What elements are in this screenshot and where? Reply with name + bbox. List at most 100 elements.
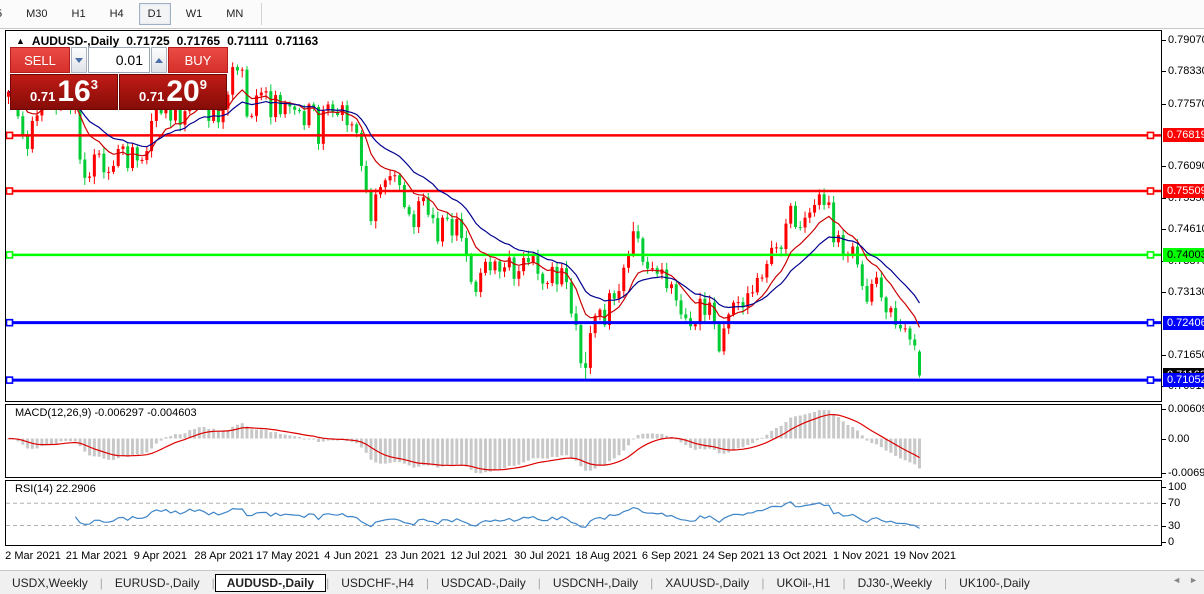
symbol-label: AUDUSD-,Daily [31, 34, 120, 48]
timeframe-button-5[interactable]: 5 [0, 3, 11, 25]
timeframe-toolbar: 5 M30 H1 H4 D1 W1 MN [0, 0, 1204, 29]
axis-tick [1162, 197, 1166, 199]
axis-tick [1162, 103, 1166, 105]
arrow-up-icon [155, 57, 163, 63]
date-tick-label: 28 Apr 2021 [194, 550, 254, 562]
axis-tick [1162, 472, 1166, 474]
axis-tick [1162, 166, 1166, 168]
tab-scroll-arrows: ◄ ► [1172, 575, 1198, 585]
axis-tick [1162, 354, 1166, 356]
candlestick-chart[interactable] [6, 31, 1161, 401]
tab-scroll-left-icon[interactable]: ◄ [1172, 575, 1182, 585]
timeframe-button-w1[interactable]: W1 [185, 8, 203, 20]
one-click-trading-panel: SELL 0.01 BUY 0.71 16 3 0.71 20 9 [10, 47, 228, 110]
buy-price-display[interactable]: 0.71 20 9 [119, 74, 227, 110]
rsi-tick-label: 70 [1168, 497, 1181, 510]
axis-tick [1162, 525, 1166, 527]
volume-increase-button[interactable] [151, 47, 167, 73]
tab-separator: | [944, 576, 948, 590]
chart-tab-usdcnh-daily[interactable]: USDCNH-,Daily [552, 576, 639, 590]
date-tick-label: 23 Jun 2021 [384, 550, 446, 562]
rsi-axis: 100 70 30 0 [1162, 480, 1204, 548]
date-tick-label: 17 May 2021 [255, 550, 320, 562]
collapse-arrow-icon[interactable]: ▲ [16, 36, 25, 46]
chart-tab-audusd-daily[interactable]: AUDUSD-,Daily [214, 574, 327, 592]
tab-separator: | [761, 576, 765, 590]
chart-tabs: USDX,Weekly | EURUSD-,Daily | AUDUSD-,Daily |… [0, 574, 1042, 592]
chart-tab-bar: USDX,Weekly | EURUSD-,Daily | AUDUSD-,Daily |… [0, 570, 1204, 594]
date-tick-label: 24 Sep 2021 [702, 550, 765, 562]
date-tick-label: 30 Jul 2021 [514, 550, 572, 562]
price-level-tag: 0.74003 [1163, 247, 1204, 262]
macd-chart [7, 410, 921, 474]
tab-scroll-right-icon[interactable]: ► [1189, 575, 1198, 585]
date-tick-label: 21 Mar 2021 [65, 550, 128, 562]
axis-tick [1162, 291, 1166, 293]
axis-tick [1162, 71, 1166, 73]
sell-price-pipette: 3 [90, 77, 98, 92]
sell-price-display[interactable]: 0.71 16 3 [10, 74, 118, 110]
sell-button[interactable]: SELL [10, 47, 70, 73]
volume-decrease-button[interactable] [71, 47, 87, 73]
axis-tick [1162, 486, 1166, 488]
timeframe-button-m30[interactable]: M30 [26, 8, 48, 20]
date-tick-label: 9 Apr 2021 [133, 550, 187, 562]
chart-tab-ukoil-h1[interactable]: UKOil-,H1 [776, 576, 831, 590]
ohlc-close: 0.71163 [275, 34, 319, 48]
buy-button[interactable]: BUY [168, 47, 228, 73]
axis-tick [1162, 503, 1166, 505]
macd-indicator-panel[interactable]: MACD(12,26,9) -0.006297 -0.004603 [5, 404, 1162, 478]
tab-separator: | [326, 576, 330, 590]
axis-tick [1162, 542, 1166, 544]
buy-price-prefix: 0.71 [139, 89, 165, 104]
rsi-chart [6, 501, 1161, 529]
tab-separator: | [650, 576, 654, 590]
tab-separator: | [99, 576, 103, 590]
axis-tick [1162, 229, 1166, 231]
price-tick-label: 0.78330 [1168, 65, 1204, 78]
price-tick-label: 0.74610 [1168, 223, 1204, 236]
buy-price-big-digits: 20 [166, 75, 200, 108]
price-tick-label: 0.77570 [1168, 97, 1204, 110]
axis-tick [1162, 438, 1166, 440]
price-chart-panel[interactable]: ▲ AUDUSD-,Daily 0.71725 0.71765 0.71111 … [5, 30, 1162, 402]
price-tick-label: 0.71650 [1168, 348, 1204, 361]
price-tick-label: 0.79070 [1168, 33, 1204, 46]
timeframe-button-mn[interactable]: MN [226, 8, 244, 20]
price-tick-label: 0.76090 [1168, 160, 1204, 173]
volume-input[interactable]: 0.01 [88, 47, 150, 73]
chart-tab-dj30-weekly[interactable]: DJ30-,Weekly [857, 576, 933, 590]
date-tick-label: 12 Jul 2021 [450, 550, 508, 562]
timeframe-button-d1[interactable]: D1 [138, 3, 171, 25]
chart-tab-usdcad-daily[interactable]: USDCAD-,Daily [441, 576, 526, 590]
rsi-label: RSI(14) 22.2906 [15, 483, 96, 495]
ohlc-open: 0.71725 [126, 34, 170, 48]
timeframe-button-h4[interactable]: H4 [109, 8, 124, 20]
ohlc-low: 0.71111 [227, 34, 269, 48]
date-tick-label: 2 Mar 2021 [5, 550, 61, 562]
price-level-tag: 0.76819 [1163, 128, 1204, 143]
rsi-tick-label: 100 [1168, 480, 1187, 493]
chart-tab-eurusd-daily[interactable]: EURUSD-,Daily [114, 576, 200, 590]
price-level-tag: 0.72406 [1163, 315, 1204, 330]
date-tick-label: 1 Nov 2021 [832, 550, 890, 562]
chart-tab-usdchf-h4[interactable]: USDCHF-,H4 [341, 576, 414, 590]
price-tick-label: 0.73130 [1168, 285, 1204, 298]
tab-separator: | [425, 576, 430, 590]
timeframe-buttons: 5 M30 H1 H4 D1 W1 MN [0, 3, 255, 25]
arrow-down-icon [75, 57, 83, 63]
tab-separator: | [211, 576, 215, 590]
macd-axis: 0.00609 0.00 -0.00695 [1162, 403, 1204, 479]
chart-tab-xauusd-daily[interactable]: XAUUSD-,Daily [665, 576, 750, 590]
chart-tab-uk100-daily[interactable]: UK100-,Daily [959, 576, 1030, 590]
rsi-indicator-panel[interactable]: RSI(14) 22.2906 [5, 480, 1162, 546]
macd-tick-label: -0.00695 [1168, 466, 1204, 479]
toolbar-separator [261, 3, 263, 25]
chart-tab-usdx-weekly[interactable]: USDX,Weekly [12, 576, 88, 590]
tab-separator: | [842, 576, 846, 590]
tab-separator: | [537, 576, 541, 590]
price-level-tag: 0.71052 [1163, 373, 1204, 388]
ohlc-high: 0.71765 [176, 34, 221, 48]
timeframe-button-h1[interactable]: H1 [71, 8, 86, 20]
